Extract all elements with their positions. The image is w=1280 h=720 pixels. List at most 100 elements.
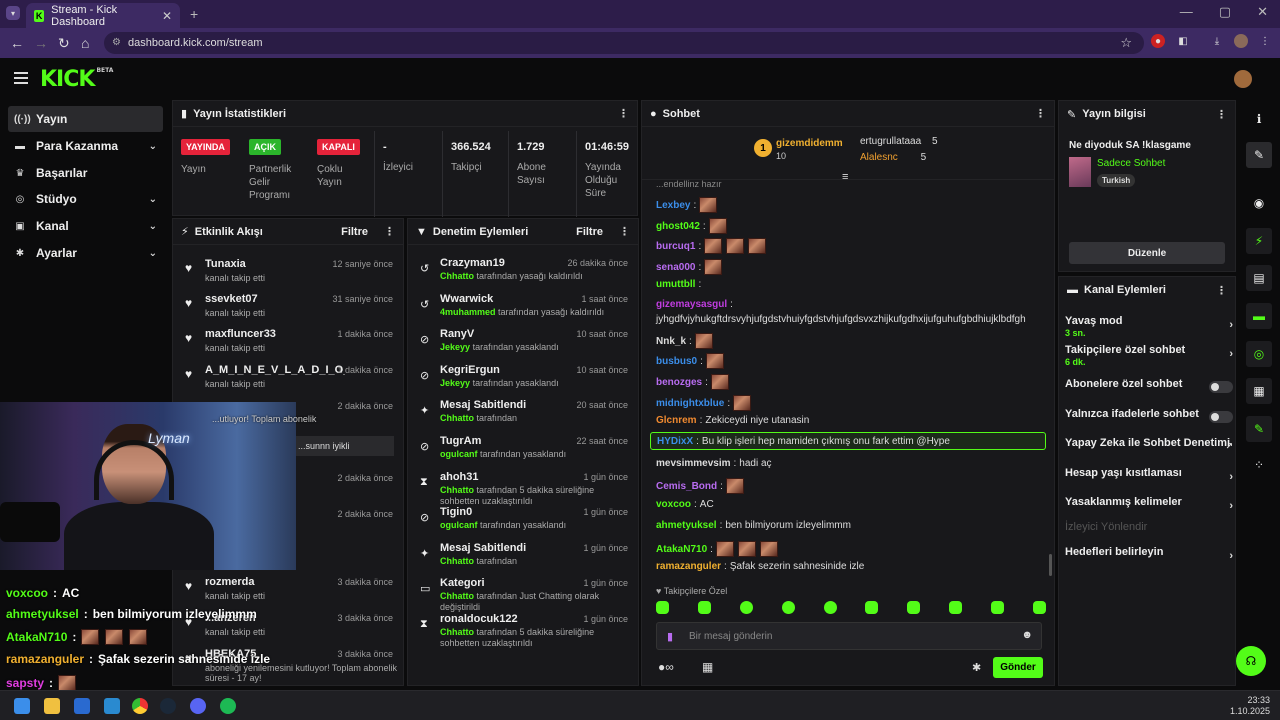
chat-username[interactable]: ahmetyuksel (656, 520, 717, 531)
event-user[interactable]: maxfluncer33 (205, 328, 276, 340)
top-gifter-name[interactable]: gizemdidemm (776, 138, 843, 149)
bookmark-star-icon[interactable]: ☆ (1120, 35, 1132, 50)
file-explorer-icon[interactable] (44, 698, 60, 714)
minimize-button[interactable]: — (1179, 4, 1193, 19)
chat-username[interactable]: gizemaysasgul (656, 299, 728, 310)
info-icon[interactable]: ℹ (1256, 112, 1262, 126)
moderation-target[interactable]: TugrAm (440, 435, 482, 447)
event-user[interactable]: ...anzeren (205, 612, 256, 624)
home-icon[interactable]: ⌂ (81, 35, 90, 51)
more-icon[interactable]: ⋮ (1035, 108, 1046, 120)
tab-search-button[interactable]: ▾ (6, 6, 20, 20)
sidebar-item-para-kazanma[interactable]: ▬ Para Kazanma ⌄ (15, 139, 157, 153)
more-icon[interactable]: ⋮ (619, 226, 630, 238)
followers-only-row[interactable]: Takipçilere özel sohbet 6 dk. › (1065, 344, 1233, 367)
slow-mode-row[interactable]: Yavaş mod 3 sn. › (1065, 315, 1233, 338)
extensions-puzzle-icon[interactable]: ◧ (1178, 35, 1188, 47)
moderation-target[interactable]: ronaldocuk122 (440, 613, 518, 625)
chrome-icon[interactable] (132, 698, 148, 714)
close-window-button[interactable]: ✕ (1257, 4, 1268, 19)
subs-only-toggle[interactable] (1209, 381, 1233, 393)
settings-dots-icon[interactable]: ●∞ (658, 660, 674, 674)
moderation-target[interactable]: Crazyman19 (440, 257, 505, 269)
mail-icon[interactable] (104, 698, 120, 714)
chat-input[interactable]: ▮ Bir mesaj gönderin ☻ (656, 622, 1042, 650)
extension-icon[interactable]: ● (1151, 34, 1165, 48)
category-name[interactable]: Sadece Sohbet (1097, 158, 1166, 169)
emote-only-row[interactable]: Yalnızca ifadelerle sohbet (1065, 408, 1233, 432)
sidebar-item-yayin[interactable]: ((·)) Yayın (8, 106, 163, 132)
event-user[interactable]: Tunaxia (205, 258, 246, 270)
profile-avatar[interactable] (1234, 34, 1248, 48)
chat-username[interactable]: Cemis_Bond (656, 480, 718, 492)
chat-username[interactable]: burcuq1 (656, 240, 696, 252)
maximize-button[interactable]: ▢ (1218, 4, 1232, 19)
moderation-target[interactable]: ahoh31 (440, 470, 479, 483)
target-icon[interactable]: ◉ (1253, 196, 1265, 210)
tab-close-icon[interactable]: ✕ (161, 8, 172, 23)
chat-username[interactable]: Lexbey (656, 199, 691, 211)
chat-username[interactable]: midnightxblue (656, 397, 725, 409)
kick-logo[interactable]: KICK BETA (40, 67, 114, 92)
event-user[interactable]: HBEKA75 (205, 648, 257, 660)
apps-icon[interactable]: ⁘ (1253, 458, 1265, 472)
store-icon[interactable]: ▦ (702, 660, 714, 674)
emote-icon[interactable] (949, 601, 963, 614)
new-tab-button[interactable]: + (190, 6, 199, 22)
chat-username[interactable]: benozges (656, 376, 703, 388)
subs-only-row[interactable]: Abonelere özel sohbet (1065, 378, 1233, 402)
forward-icon[interactable]: → (34, 35, 48, 51)
moderation-target[interactable]: Tigin0 (440, 506, 473, 519)
browser-menu-icon[interactable]: ⋮ (1260, 35, 1270, 47)
more-icon[interactable]: ⋮ (1216, 108, 1227, 121)
chat-scrollbar[interactable] (1049, 554, 1052, 576)
spotify-icon[interactable] (220, 698, 236, 714)
menu-icon[interactable] (14, 72, 28, 84)
chat-username[interactable]: HYDixX (657, 435, 694, 447)
edit-button[interactable]: Düzenle (1069, 242, 1225, 264)
windows-start-icon[interactable] (14, 698, 30, 714)
moderation-target[interactable]: Mesaj Sabitlendi (440, 399, 527, 412)
more-icon[interactable]: ⋮ (384, 226, 395, 238)
site-info-icon[interactable]: ⚙ (112, 37, 121, 48)
events-filter-button[interactable]: Filtre (341, 225, 368, 238)
outlook-icon[interactable] (74, 698, 90, 714)
more-icon[interactable]: ⋮ (1216, 284, 1227, 297)
moderation-target[interactable]: Wwarwick (440, 292, 494, 305)
moderation-filter-button[interactable]: Filtre (576, 225, 603, 238)
sidebar-item-basarilar[interactable]: ♛ Başarılar (15, 166, 88, 180)
chat-username[interactable]: ramazanguler (656, 561, 722, 572)
chat-username[interactable]: busbus0 (656, 355, 698, 367)
emoji-icon[interactable]: ☻ (1021, 629, 1033, 641)
chat-username[interactable]: sena000 (656, 261, 696, 273)
wrench-icon[interactable]: ✎ (1246, 416, 1272, 442)
address-bar[interactable]: ⚙ dashboard.kick.com/stream ☆ (104, 32, 1144, 54)
chat-username[interactable]: umuttbll (656, 279, 696, 290)
moderation-target[interactable]: Kategori (440, 577, 485, 590)
back-icon[interactable]: ← (10, 35, 24, 51)
banned-words-row[interactable]: Yasaklanmış kelimeler › (1065, 496, 1233, 512)
event-user[interactable]: A_M_I_N_E_V_L_A_D_I_O_C_E (205, 364, 345, 376)
moderation-target[interactable]: Mesaj Sabitlendi (440, 541, 527, 554)
emote-icon[interactable] (697, 601, 711, 614)
chat-username[interactable]: mevsimmevsim (656, 458, 731, 469)
emote-only-toggle[interactable] (1209, 411, 1233, 423)
ai-moderation-row[interactable]: Yapay Zeka ile Sohbet Denetimi ↗ (1065, 437, 1233, 451)
more-icon[interactable]: ⋮ (618, 108, 629, 120)
emote-icon[interactable] (865, 601, 879, 614)
emote-icon[interactable] (656, 601, 669, 614)
user-avatar[interactable] (1234, 70, 1252, 88)
emote-icon[interactable] (907, 601, 921, 614)
collapse-icon[interactable]: ≡ (842, 171, 849, 183)
send-button[interactable]: Gönder (993, 657, 1043, 678)
clipboard-icon[interactable]: ▤ (1246, 265, 1272, 291)
broadcast-icon[interactable]: ◎ (1246, 341, 1272, 367)
goals-row[interactable]: Hedefleri belirleyin › (1065, 546, 1233, 562)
event-user[interactable]: ssevket07 (205, 293, 258, 305)
sidebar-item-kanal[interactable]: ▣ Kanal ⌄ (15, 219, 157, 233)
edit-pencil-icon[interactable]: ✎ (1246, 142, 1272, 168)
moderation-target[interactable]: KegriErgun (440, 363, 500, 376)
emote-icon[interactable] (781, 601, 795, 614)
chat-username[interactable]: voxcoo (656, 499, 692, 510)
gifter-2[interactable]: ertugrullataaa 5 (860, 136, 938, 147)
